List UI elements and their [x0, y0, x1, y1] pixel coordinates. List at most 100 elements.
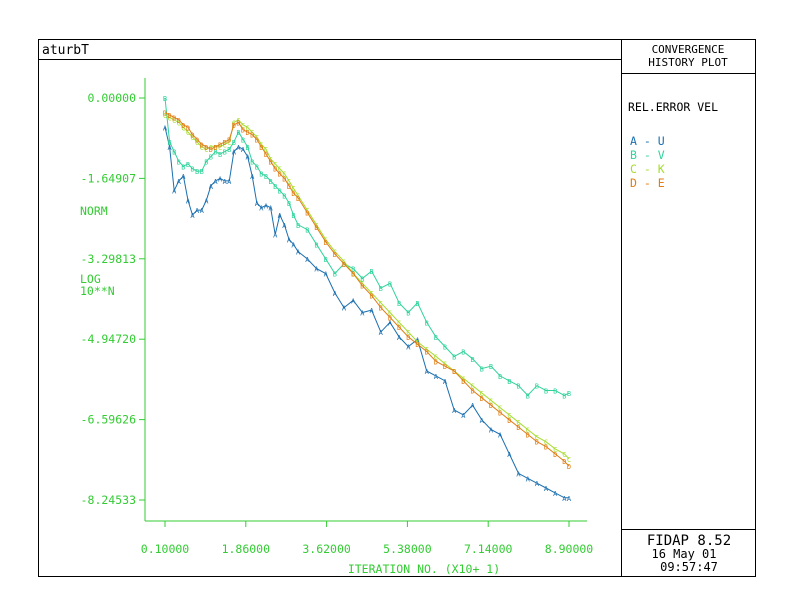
y-tick-label: -1.64907: [81, 171, 136, 185]
data-point-marker: C: [351, 271, 355, 279]
data-point-marker: B: [567, 390, 571, 398]
data-point-marker: D: [218, 141, 222, 149]
data-point-marker: B: [342, 261, 346, 269]
data-point-marker: B: [268, 178, 272, 186]
data-point-marker: B: [209, 154, 213, 162]
data-point-marker: D: [268, 158, 272, 166]
data-point-marker: B: [489, 363, 493, 371]
data-point-marker: D: [209, 146, 213, 154]
data-point-marker: C: [250, 129, 254, 137]
data-point-marker: C: [223, 141, 227, 149]
data-point-marker: A: [264, 202, 269, 210]
data-point-marker: D: [470, 388, 474, 396]
data-point-marker: D: [526, 431, 530, 439]
footer-software: FIDAP 8.52: [647, 533, 731, 549]
data-point-marker: C: [213, 144, 217, 152]
data-point-marker: A: [324, 271, 329, 279]
data-point-marker: D: [223, 139, 227, 147]
series-line-k: [164, 114, 570, 460]
data-point-marker: A: [369, 307, 374, 315]
data-point-marker: B: [351, 266, 355, 274]
data-point-marker: A: [296, 249, 301, 257]
data-point-marker: D: [167, 112, 171, 120]
plot-title: aturbT: [42, 43, 89, 58]
data-point-marker: D: [452, 368, 456, 376]
legend-title: REL.ERROR VEL: [628, 100, 718, 114]
data-point-marker: B: [264, 173, 268, 181]
y-axis-label-norm: NORM: [80, 204, 108, 218]
data-point-marker: A: [406, 344, 411, 352]
data-point-marker: C: [282, 171, 286, 179]
data-point-marker: D: [388, 314, 392, 322]
data-point-marker: C: [227, 139, 231, 147]
data-point-marker: A: [241, 146, 246, 154]
data-point-marker: D: [250, 132, 254, 140]
data-point-marker: A: [246, 154, 251, 162]
data-point-marker: D: [227, 136, 231, 144]
data-point-marker: A: [452, 407, 457, 415]
data-point-marker: C: [443, 361, 447, 369]
data-point-marker: C: [452, 368, 456, 376]
data-point-marker: A: [232, 149, 237, 157]
data-point-marker: D: [516, 424, 520, 432]
data-point-marker: C: [535, 434, 539, 442]
outer-frame: [38, 39, 756, 577]
series-line-e: [164, 112, 570, 467]
data-point-marker: C: [181, 124, 185, 132]
data-point-marker: B: [452, 353, 456, 361]
data-point-marker: B: [213, 149, 217, 157]
data-point-marker: A: [195, 207, 200, 215]
data-point-marker: A: [236, 144, 241, 152]
data-point-marker: A: [333, 290, 338, 298]
data-point-marker: A: [461, 412, 466, 420]
data-point-marker: C: [314, 222, 318, 230]
data-point-marker: A: [360, 310, 365, 318]
data-point-marker: B: [241, 136, 245, 144]
data-point-marker: B: [314, 241, 318, 249]
data-point-marker: B: [200, 168, 204, 176]
data-point-marker: C: [167, 115, 171, 123]
x-tick-label: 7.14000: [464, 542, 513, 556]
data-point-marker: A: [218, 175, 223, 183]
y-tick-label: -8.24533: [81, 493, 136, 507]
series-line-v: [164, 97, 570, 397]
data-point-marker: C: [507, 412, 511, 420]
data-point-marker: B: [470, 356, 474, 364]
data-point-marker: B: [480, 366, 484, 374]
header-line1: CONVERGENCE: [652, 43, 725, 56]
data-point-marker: C: [324, 236, 328, 244]
legend: A - U B - V C - K D - E: [630, 134, 665, 190]
data-point-marker: D: [489, 402, 493, 410]
data-point-marker: D: [397, 324, 401, 332]
x-tick-label: 5.38000: [383, 542, 432, 556]
data-point-marker: B: [415, 300, 419, 308]
data-point-marker: A: [443, 378, 448, 386]
data-point-marker: A: [567, 495, 572, 503]
data-point-marker: C: [480, 390, 484, 398]
data-point-marker: B: [163, 95, 167, 103]
data-point-marker: D: [351, 271, 355, 279]
data-point-marker: D: [498, 409, 502, 417]
data-point-marker: D: [314, 224, 318, 232]
data-point-marker: C: [544, 439, 548, 447]
data-point-marker: A: [498, 431, 503, 439]
data-point-marker: A: [544, 485, 549, 493]
legend-entry-v: B - V: [630, 148, 665, 162]
x-axis-label: ITERATION NO. (X10+ 1): [348, 562, 500, 576]
data-point-marker: C: [461, 375, 465, 383]
data-point-marker: B: [379, 285, 383, 293]
data-point-marker: A: [223, 178, 228, 186]
data-point-marker: B: [172, 149, 176, 157]
data-point-marker: A: [163, 124, 168, 132]
data-point-marker: D: [567, 463, 571, 471]
data-point-marker: A: [268, 205, 273, 213]
data-point-marker: C: [278, 166, 282, 174]
data-point-marker: C: [209, 144, 213, 152]
data-point-marker: B: [369, 268, 373, 276]
data-point-marker: D: [305, 210, 309, 218]
data-point-marker: D: [278, 171, 282, 179]
data-point-marker: A: [397, 334, 402, 342]
data-point-marker: A: [250, 173, 255, 181]
